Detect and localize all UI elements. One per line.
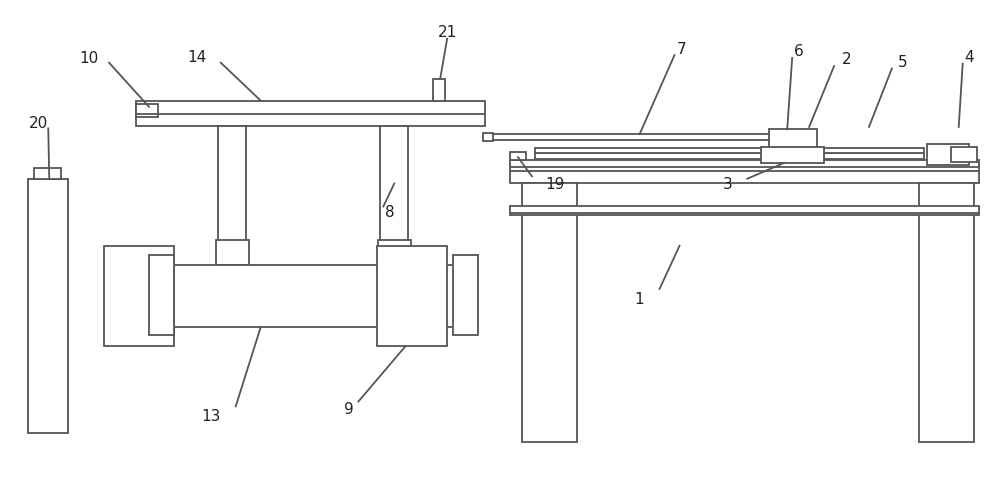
Bar <box>510 160 979 184</box>
Bar <box>522 184 577 442</box>
Bar <box>104 246 174 347</box>
Bar <box>34 168 61 179</box>
Bar <box>218 126 246 241</box>
Text: 2: 2 <box>842 53 852 67</box>
Bar <box>136 101 485 126</box>
Bar <box>483 133 493 141</box>
Bar <box>535 148 924 153</box>
Text: 7: 7 <box>677 42 686 57</box>
Text: 3: 3 <box>722 177 732 192</box>
Text: 8: 8 <box>385 205 395 220</box>
Bar <box>433 79 445 101</box>
Bar <box>377 246 447 347</box>
Bar <box>216 240 249 265</box>
Bar <box>769 129 817 148</box>
Text: 20: 20 <box>29 116 48 131</box>
Bar <box>951 147 977 162</box>
Text: 1: 1 <box>635 292 644 307</box>
Bar <box>761 147 824 163</box>
Bar <box>156 265 470 327</box>
Text: 21: 21 <box>438 25 457 40</box>
Text: 13: 13 <box>201 409 220 424</box>
Text: 10: 10 <box>80 52 99 67</box>
Text: 4: 4 <box>964 51 974 66</box>
Bar <box>535 153 924 159</box>
Bar <box>510 152 526 161</box>
Text: 5: 5 <box>898 55 908 70</box>
Bar <box>453 255 478 335</box>
Bar <box>510 206 979 214</box>
Text: 14: 14 <box>187 51 206 66</box>
Bar <box>28 179 68 433</box>
Bar <box>378 240 411 265</box>
Bar <box>380 126 408 241</box>
Bar <box>136 104 158 117</box>
Text: 6: 6 <box>794 44 804 59</box>
Text: 9: 9 <box>344 402 353 417</box>
Bar <box>490 134 769 140</box>
Bar <box>919 184 974 442</box>
Bar <box>149 255 174 335</box>
Bar <box>927 144 969 165</box>
Text: 19: 19 <box>545 177 565 192</box>
